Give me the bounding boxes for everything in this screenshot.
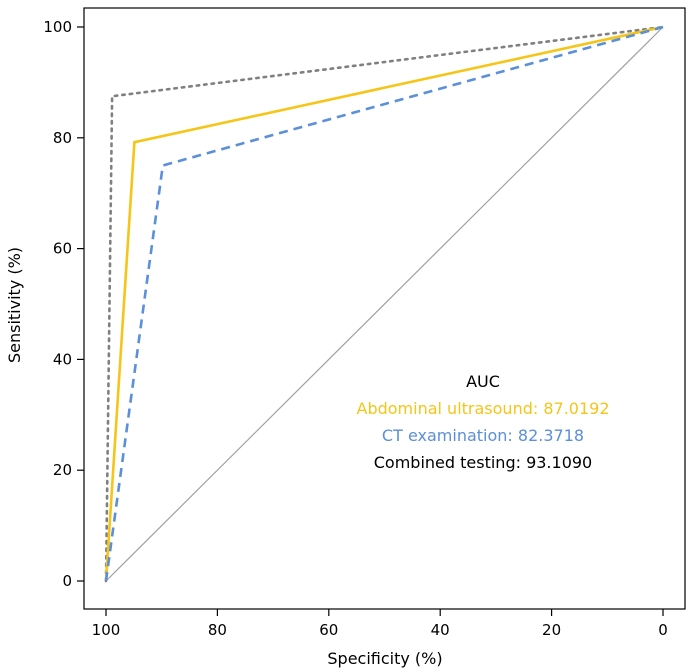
series-layer bbox=[104, 25, 665, 583]
x-axis-title: Specificity (%) bbox=[327, 649, 442, 668]
y-tick-label: 20 bbox=[53, 461, 72, 479]
legend: AUC Abdominal ultrasound: 87.0192 CT exa… bbox=[357, 372, 610, 472]
plot-frame bbox=[83, 7, 686, 610]
x-tick-label: 80 bbox=[208, 621, 227, 639]
x-tick-label: 40 bbox=[431, 621, 450, 639]
legend-title: AUC bbox=[466, 372, 500, 391]
y-tick-label: 0 bbox=[62, 572, 72, 590]
x-tick-label: 0 bbox=[658, 621, 668, 639]
x-tick-label: 60 bbox=[319, 621, 338, 639]
legend-entry-ct-examination: CT examination: 82.3718 bbox=[382, 426, 584, 445]
legend-entry-abdominal-ultrasound: Abdominal ultrasound: 87.0192 bbox=[357, 399, 610, 418]
reference-diagonal bbox=[105, 26, 664, 582]
series-line-ct-examination bbox=[104, 25, 664, 582]
legend-entry-combined-testing: Combined testing: 93.1090 bbox=[374, 453, 592, 472]
series-line-combined-testing bbox=[104, 25, 665, 583]
x-axis: 100 80 60 40 20 0 bbox=[92, 609, 668, 639]
y-axis: 0 20 40 60 80 100 bbox=[43, 18, 84, 590]
y-tick-label: 100 bbox=[43, 18, 72, 36]
x-tick-label: 100 bbox=[92, 621, 121, 639]
y-tick-label: 40 bbox=[53, 350, 72, 368]
y-axis-title: Sensitivity (%) bbox=[5, 247, 24, 363]
x-tick-label: 20 bbox=[542, 621, 561, 639]
y-tick-label: 60 bbox=[53, 240, 72, 258]
series-line-abdominal-ultrasound bbox=[104, 25, 664, 582]
y-tick-label: 80 bbox=[53, 129, 72, 147]
